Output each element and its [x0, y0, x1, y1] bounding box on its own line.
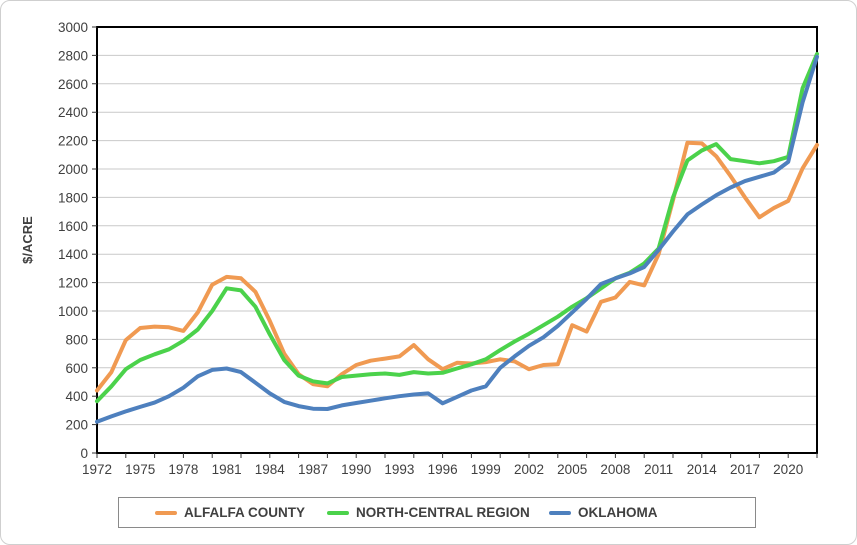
x-tick-label: 1984: [255, 462, 286, 477]
y-tick-label: 2000: [58, 162, 88, 177]
legend-label-alfalfa-county: ALFALFA COUNTY: [184, 505, 305, 520]
y-tick-label: 1000: [58, 304, 88, 319]
x-tick-label: 1981: [212, 462, 242, 477]
legend-swatch-alfalfa-county: [155, 510, 177, 515]
x-tick-label: 2017: [730, 462, 760, 477]
x-tick-label: 1978: [168, 462, 198, 477]
legend: ALFALFA COUNTY NORTH-CENTRAL REGION OKLA…: [118, 497, 756, 528]
axis-ticks: [92, 26, 818, 458]
x-axis-labels: 1972 1975 1978 1981 1984 1987 1990 1993 1996 1999…: [82, 462, 803, 477]
y-tick-label: 1800: [58, 190, 88, 205]
x-tick-label: 2005: [557, 462, 587, 477]
y-tick-label: 400: [65, 389, 88, 404]
series-line-oklahoma: [95, 54, 819, 424]
x-tick-label: 2008: [600, 462, 630, 477]
legend-item-north-central-region: NORTH-CENTRAL REGION: [327, 498, 530, 527]
x-tick-label: 1993: [384, 462, 414, 477]
x-tick-label: 1972: [82, 462, 112, 477]
y-tick-label: 200: [65, 418, 88, 433]
y-axis-title-text: $/ACRE: [20, 216, 35, 264]
y-tick-label: 800: [65, 332, 88, 347]
y-axis-title: $/ACRE: [20, 216, 35, 264]
y-tick-label: 1600: [58, 219, 88, 234]
x-tick-label: 2011: [644, 462, 673, 477]
series-lines: [95, 52, 819, 424]
x-tick-label: 1996: [428, 462, 458, 477]
series-line-north-central-region: [95, 52, 819, 404]
y-tick-label: 2800: [58, 48, 88, 63]
legend-item-alfalfa-county: ALFALFA COUNTY: [155, 498, 305, 527]
y-tick-label: 2600: [58, 77, 88, 92]
x-tick-label: 2020: [773, 462, 803, 477]
y-tick-label: 1400: [58, 247, 88, 262]
x-tick-label: 1990: [341, 462, 371, 477]
y-tick-label: 2200: [58, 134, 88, 149]
x-tick-label: 2002: [514, 462, 544, 477]
x-tick-label: 1987: [298, 462, 328, 477]
y-tick-label: 600: [65, 361, 88, 376]
y-tick-label: 3000: [58, 20, 88, 35]
y-tick-label: 1200: [58, 276, 88, 291]
y-axis-labels: 0 200 400 600 800 1000 1200 1400 1600 1800 2000 220…: [58, 20, 88, 461]
legend-swatch-north-central-region: [327, 510, 349, 515]
legend-swatch-oklahoma: [549, 510, 571, 515]
legend-label-north-central-region: NORTH-CENTRAL REGION: [356, 505, 530, 520]
x-tick-label: 2014: [687, 462, 718, 477]
plot-border: [96, 26, 818, 454]
x-tick-label: 1999: [471, 462, 501, 477]
series-line-alfalfa-county: [95, 140, 819, 393]
legend-label-oklahoma: OKLAHOMA: [578, 505, 658, 520]
y-tick-label: 2400: [58, 105, 88, 120]
x-tick-label: 1975: [125, 462, 155, 477]
y-tick-label: 0: [80, 446, 88, 461]
plot-border-rect: [96, 26, 818, 454]
legend-item-oklahoma: OKLAHOMA: [549, 498, 658, 527]
